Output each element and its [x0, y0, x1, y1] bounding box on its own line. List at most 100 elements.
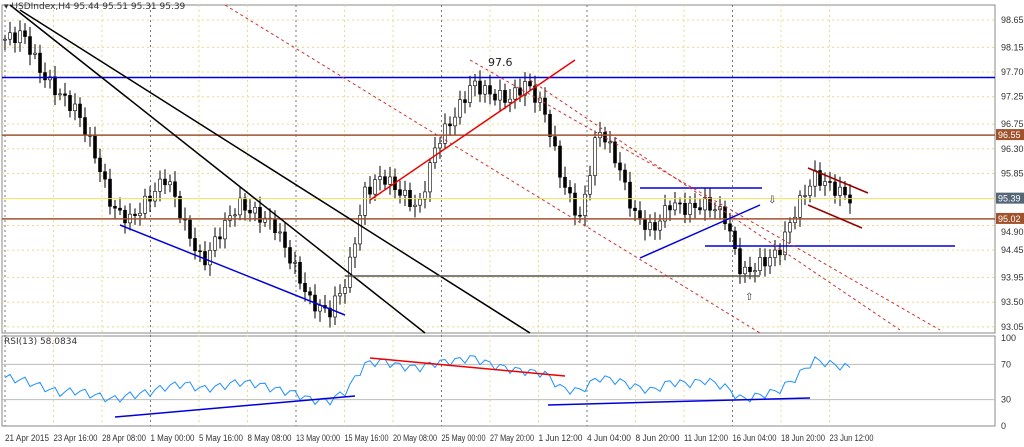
candle-body — [523, 81, 527, 96]
candle-body — [263, 217, 267, 223]
candle-body — [593, 137, 597, 176]
candle-body — [678, 202, 682, 205]
candle-body — [173, 181, 177, 197]
candle-body — [648, 222, 652, 230]
candle-body — [43, 72, 47, 81]
candle-body — [628, 181, 632, 209]
candle-body — [793, 216, 797, 223]
candle-body — [663, 205, 667, 222]
candle-body — [398, 189, 402, 196]
candle-body — [658, 220, 662, 231]
symbol-label: USDIndex,H4 — [11, 2, 71, 12]
x-tick-label: 4 Jun 04:00 — [587, 433, 631, 443]
candle-body — [443, 123, 447, 144]
candle-body — [418, 198, 422, 206]
candle-body — [303, 282, 307, 292]
rsi-tick-label: 100 — [1001, 333, 1016, 343]
candle-body — [48, 76, 52, 81]
candle-body — [588, 175, 592, 195]
candle-body — [573, 192, 577, 216]
candle-body — [738, 248, 742, 275]
candle-body — [293, 262, 297, 264]
candle-body — [583, 193, 587, 216]
y-tick-label: 97.25 — [1001, 92, 1024, 102]
trendline — [807, 204, 863, 229]
candle-body — [708, 197, 712, 211]
candle-body — [288, 247, 292, 264]
candle-body — [543, 97, 547, 115]
candle-body — [308, 291, 312, 296]
candle-body — [18, 30, 22, 43]
candle-body — [578, 214, 582, 217]
trendline — [19, 9, 531, 334]
candle-body — [803, 195, 807, 197]
candle-body — [673, 202, 677, 211]
candle-body — [488, 85, 492, 95]
candle-body — [8, 32, 12, 40]
x-tick-label: 18 Jun 20:00 — [781, 433, 825, 443]
channel-line — [224, 4, 761, 334]
candle-body — [453, 116, 457, 127]
x-tick-label: 1 Jun 12:00 — [539, 433, 583, 443]
x-tick-label: 8 May 08:00 — [248, 433, 292, 443]
candle-body — [113, 206, 117, 209]
candle-body — [218, 236, 222, 240]
x-tick-label: 23 Apr 16:00 — [54, 433, 98, 443]
candle-body — [58, 93, 62, 96]
candle-body — [508, 98, 512, 103]
y-tick-label: 93.05 — [1001, 322, 1024, 332]
candle-body — [338, 293, 342, 297]
candle-body — [838, 186, 842, 196]
price-tag — [996, 192, 1024, 204]
x-tick-label: 13 May 00:00 — [296, 433, 340, 443]
annotation-label: 97.6 — [488, 56, 513, 69]
candle-body — [378, 176, 382, 180]
candle-body — [98, 157, 102, 172]
candle-body — [198, 250, 202, 253]
candle-body — [438, 143, 442, 149]
candle-body — [748, 266, 752, 273]
candle-body — [108, 178, 112, 207]
arrow-down-icon: ⇩ — [768, 195, 776, 206]
candle-body — [153, 191, 157, 202]
candle-body — [83, 117, 87, 136]
candle-body — [518, 87, 522, 96]
candle-body — [693, 202, 697, 208]
x-tick-label: 8 Jun 20:00 — [636, 433, 680, 443]
rsi-trendline — [114, 395, 356, 418]
candle-body — [788, 222, 792, 233]
candle-body — [828, 181, 832, 183]
candle-body — [503, 90, 507, 103]
y-tick-label: 96.30 — [1001, 144, 1024, 154]
candle-body — [3, 38, 7, 41]
candle-body — [118, 207, 122, 211]
candle-body — [178, 196, 182, 219]
candle-body — [188, 219, 192, 239]
trendline — [9, 4, 426, 334]
candle-body — [143, 195, 147, 214]
candle-body — [743, 266, 747, 275]
price-tag — [996, 212, 1024, 224]
candle-body — [618, 162, 622, 171]
candle-body — [478, 80, 482, 95]
candle-body — [73, 103, 77, 111]
y-tick-label: 93.95 — [1001, 273, 1024, 283]
candle-body — [93, 135, 97, 159]
candle-body — [358, 215, 362, 245]
candle-body — [808, 185, 812, 196]
candle-body — [238, 197, 242, 216]
price-tag — [996, 129, 1024, 141]
candle-body — [53, 76, 57, 96]
candle-body — [468, 85, 472, 103]
x-tick-label: 11 Jun 12:00 — [684, 433, 728, 443]
candle-body — [38, 52, 42, 73]
x-tick-label: 27 May 20:00 — [490, 433, 534, 443]
candle-body — [763, 257, 767, 267]
candle-body — [688, 202, 692, 215]
candle-body — [33, 52, 37, 55]
candle-body — [228, 215, 232, 221]
candle-body — [363, 186, 367, 216]
y-tick-label: 93.50 — [1001, 297, 1024, 307]
candle-body — [388, 176, 392, 185]
